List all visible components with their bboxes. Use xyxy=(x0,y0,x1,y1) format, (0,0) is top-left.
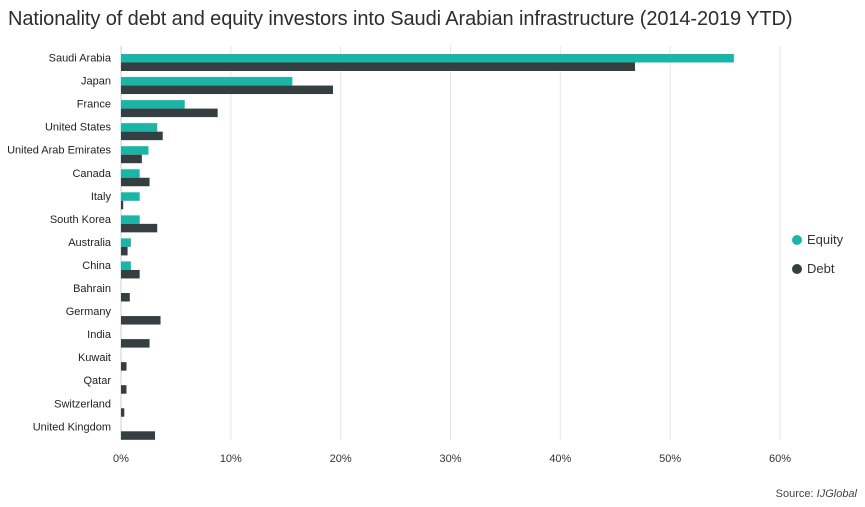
category-label: Italy xyxy=(91,191,112,203)
category-label: Japan xyxy=(81,76,111,88)
category-label: United Arab Emirates xyxy=(7,145,111,157)
bar-debt xyxy=(121,339,150,348)
x-tick-label: 60% xyxy=(769,453,791,465)
bar-debt xyxy=(121,85,333,95)
x-tick-labels: 0% 10% 20% 30% 40% 50% 60% xyxy=(113,453,791,465)
bar-debt xyxy=(121,200,124,210)
category-label: Canada xyxy=(72,168,111,180)
bar-debt xyxy=(121,269,140,279)
bar-debt xyxy=(121,385,127,394)
bar-debt xyxy=(121,62,636,71)
category-labels: Saudi Arabia Japan France United States Unit… xyxy=(7,53,112,434)
category-label: Bahrain xyxy=(73,283,111,295)
bar-equity xyxy=(121,238,131,247)
bar-equity xyxy=(121,192,140,201)
bar-debt xyxy=(121,223,158,233)
category-label: Kuwait xyxy=(78,352,111,364)
category-label: Saudi Arabia xyxy=(49,53,112,65)
legend-swatch-debt xyxy=(792,263,802,274)
bar-debt xyxy=(121,154,142,164)
bar-equity xyxy=(121,169,140,178)
category-label: Australia xyxy=(68,237,112,249)
chart-title: Nationality of debt and equity investors… xyxy=(8,8,793,30)
category-label: United Kingdom xyxy=(33,421,111,433)
x-tick-label: 20% xyxy=(330,453,352,465)
category-label: South Korea xyxy=(50,214,112,226)
bar-debt xyxy=(121,316,161,325)
bar-debt xyxy=(121,431,156,440)
bar-equity xyxy=(121,100,185,109)
legend-item-equity: Equity xyxy=(792,232,843,247)
category-label: United States xyxy=(45,122,112,134)
source-name: IJGlobal xyxy=(816,488,857,500)
bar-debt xyxy=(121,131,163,141)
legend-item-debt: Debt xyxy=(792,261,834,276)
bar-equity xyxy=(121,77,293,86)
bars xyxy=(121,54,734,440)
bar-debt xyxy=(121,246,128,256)
legend-swatch-equity xyxy=(792,234,802,245)
bar-equity xyxy=(121,54,734,63)
legend-label-debt: Debt xyxy=(807,261,835,276)
bar-debt xyxy=(121,108,218,118)
category-label: Qatar xyxy=(83,375,111,387)
x-tick-label: 10% xyxy=(220,453,242,465)
bar-equity xyxy=(121,215,140,224)
bar-equity xyxy=(121,146,149,155)
x-tick-label: 30% xyxy=(439,453,461,465)
bar-debt xyxy=(121,293,130,302)
gridlines xyxy=(120,46,781,440)
source-note: Source: IJGlobal xyxy=(776,488,857,500)
category-label: France xyxy=(77,99,111,111)
x-tick-label: 40% xyxy=(549,453,571,465)
bar-debt xyxy=(121,177,150,187)
x-tick-label: 0% xyxy=(113,453,129,465)
bar-equity xyxy=(121,261,131,270)
category-label: China xyxy=(82,260,112,272)
bar-debt xyxy=(121,362,127,371)
category-label: Germany xyxy=(66,306,112,318)
category-label: Switzerland xyxy=(54,398,111,410)
category-label: India xyxy=(87,329,112,341)
legend-label-equity: Equity xyxy=(807,232,844,247)
bar-debt xyxy=(121,408,125,417)
x-tick-label: 50% xyxy=(659,453,681,465)
source-label: Source: xyxy=(775,488,817,500)
bar-equity xyxy=(121,123,158,132)
